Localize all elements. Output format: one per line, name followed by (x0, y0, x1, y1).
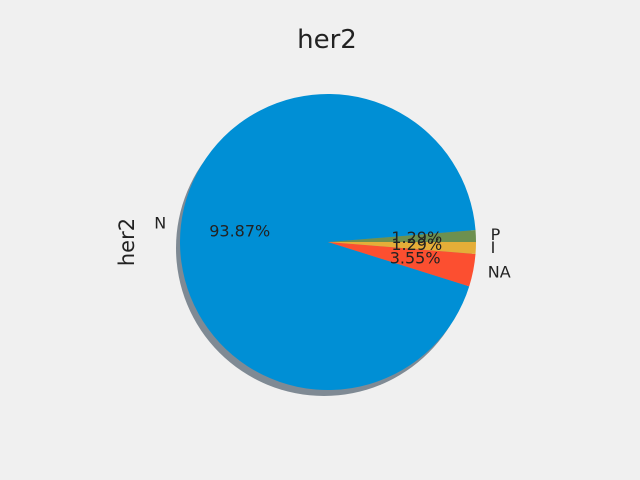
slice-label-n: N (154, 213, 166, 232)
slice-label-na: NA (488, 263, 511, 282)
slice-label-p: P (491, 225, 501, 244)
slice-percent-n: 93.87% (209, 222, 270, 241)
pie-slice-na (328, 242, 476, 287)
slice-label-i: I (491, 238, 496, 257)
pie-slice-i (328, 242, 476, 254)
pie-slice-n (180, 94, 476, 391)
slice-percent-na: 3.55% (390, 248, 441, 267)
pie-slices (180, 94, 476, 391)
slice-percent-p: 1.29% (391, 228, 442, 247)
chart-title: her2 (297, 25, 357, 55)
pie-slice-p (328, 230, 476, 242)
slice-percent-i: 1.29% (391, 235, 442, 254)
pie-labels: P 1.29% N 93.87% NA 3.55% I 1.29% (154, 213, 511, 281)
y-axis-label: her2 (115, 218, 139, 266)
